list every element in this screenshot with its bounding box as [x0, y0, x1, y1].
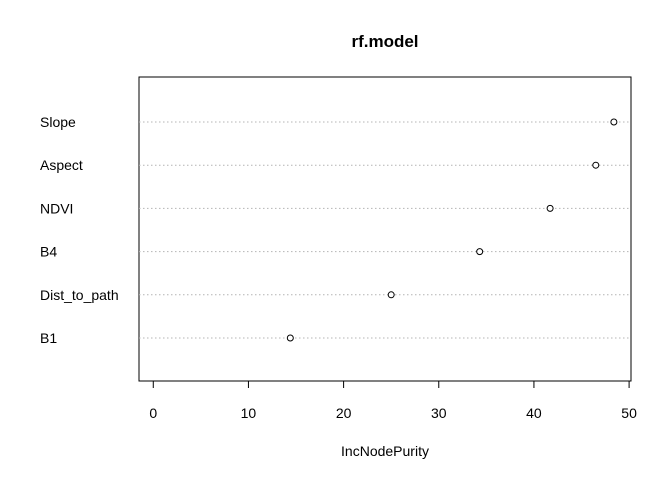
x-tick-label: 30 — [431, 405, 447, 421]
y-tick-label: B4 — [40, 244, 57, 260]
x-tick-label: 0 — [149, 405, 157, 421]
point-aspect — [592, 161, 600, 169]
y-tick-label: Dist_to_path — [40, 287, 119, 303]
x-tick-label: 20 — [336, 405, 352, 421]
plot-frame — [138, 76, 632, 382]
chart-title: rf.model — [351, 32, 418, 51]
point-slope — [610, 118, 618, 126]
y-tick-label: Slope — [40, 114, 76, 130]
x-tick-label: 10 — [241, 405, 257, 421]
y-tick-label: NDVI — [40, 200, 73, 216]
x-tick-label: 50 — [621, 405, 637, 421]
point-dist_to_path — [387, 291, 395, 299]
point-b1 — [286, 334, 294, 342]
point-ndvi — [546, 204, 554, 212]
point-b4 — [476, 248, 484, 256]
x-tick-label: 40 — [526, 405, 542, 421]
x-axis-label: IncNodePurity — [341, 443, 429, 459]
y-tick-label: Aspect — [40, 157, 83, 173]
y-tick-label: B1 — [40, 330, 57, 346]
